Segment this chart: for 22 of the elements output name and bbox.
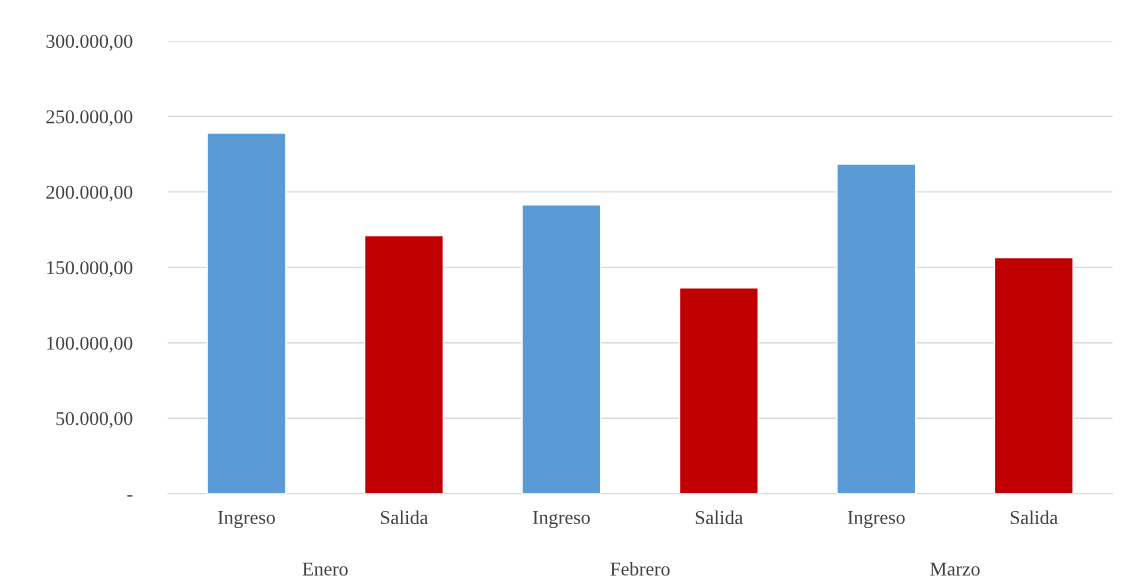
y-tick-label: 150.000,00 <box>47 261 133 278</box>
bar <box>678 287 759 494</box>
bar <box>521 204 602 494</box>
x-tick-label: Enero <box>302 562 348 576</box>
y-tick-label: 100.000,00 <box>47 336 133 353</box>
y-tick-label: - <box>127 495 133 497</box>
x-tick-label: Marzo <box>930 562 980 576</box>
text: Salida <box>695 510 743 525</box>
bar <box>993 256 1074 494</box>
y-tick-label: 50.000,00 <box>56 412 133 429</box>
series-label: Ingreso <box>218 511 275 529</box>
bar <box>836 163 917 494</box>
y-tick-label: 200.000,00 <box>46 185 133 202</box>
bar <box>206 132 287 494</box>
series-label: Salida <box>380 510 428 525</box>
text: Ingreso <box>532 511 590 529</box>
y-tick-label: 250.000,00 <box>46 110 133 127</box>
bar <box>363 234 445 494</box>
text: Salida <box>1010 510 1058 525</box>
y-tick-label: 300.000,00 <box>46 34 133 51</box>
x-tick-label: Febrero <box>610 561 670 576</box>
text: Ingreso <box>847 511 905 529</box>
